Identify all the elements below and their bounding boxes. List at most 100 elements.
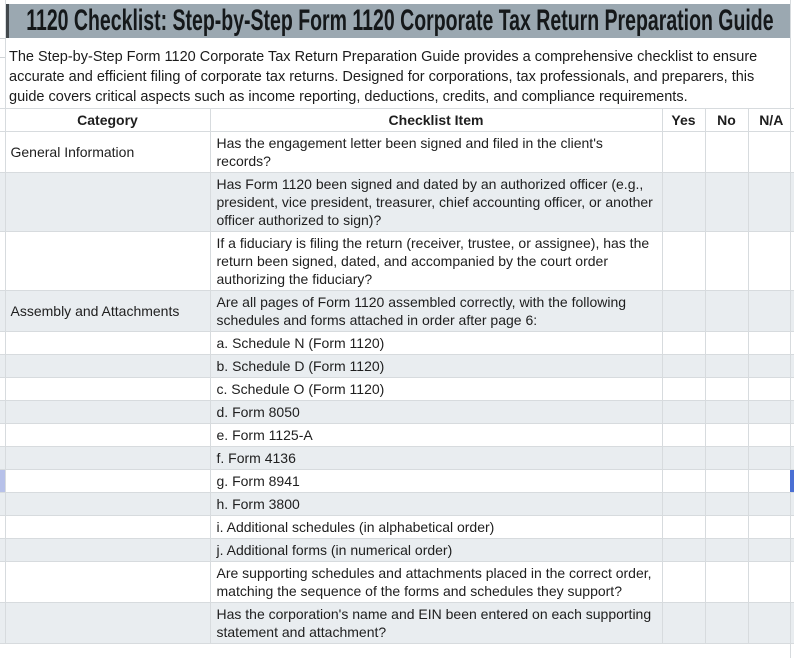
item-cell: g. Form 8941 bbox=[209, 469, 663, 493]
na-cell[interactable] bbox=[747, 231, 794, 291]
item-cell: Has the engagement letter been signed an… bbox=[209, 131, 663, 173]
gutter-gridline bbox=[5, 0, 6, 108]
item-cell: h. Form 3800 bbox=[209, 492, 663, 516]
yes-cell[interactable] bbox=[661, 492, 706, 516]
na-cell[interactable] bbox=[747, 377, 794, 401]
selection-indicator bbox=[790, 470, 794, 492]
category-header: Category bbox=[4, 108, 211, 132]
na-cell[interactable] bbox=[747, 400, 794, 424]
table-row: Are supporting schedules and attachments… bbox=[0, 561, 794, 603]
item-cell: Are all pages of Form 1120 assembled cor… bbox=[209, 290, 663, 332]
table-row: General Information Has the engagement l… bbox=[0, 131, 794, 173]
yes-cell[interactable] bbox=[661, 290, 706, 332]
item-cell: Are supporting schedules and attachments… bbox=[209, 561, 663, 603]
yes-cell[interactable] bbox=[661, 469, 706, 493]
header-row: Category Checklist Item Yes No N/A bbox=[0, 108, 794, 132]
na-cell[interactable] bbox=[747, 602, 794, 644]
title-bar: 1120 Checklist: Step-by-Step Form 1120 C… bbox=[6, 4, 790, 38]
na-cell[interactable] bbox=[747, 172, 794, 232]
yes-cell[interactable] bbox=[661, 446, 706, 470]
yes-cell[interactable] bbox=[661, 231, 706, 291]
no-cell[interactable] bbox=[704, 290, 749, 332]
item-cell: e. Form 1125-A bbox=[209, 423, 663, 447]
yes-cell[interactable] bbox=[661, 602, 706, 644]
yes-cell[interactable] bbox=[661, 400, 706, 424]
no-cell[interactable] bbox=[704, 469, 749, 493]
item-cell: a. Schedule N (Form 1120) bbox=[209, 331, 663, 355]
na-cell[interactable] bbox=[747, 423, 794, 447]
no-cell[interactable] bbox=[704, 354, 749, 378]
category-cell bbox=[4, 354, 211, 378]
yes-cell[interactable] bbox=[661, 423, 706, 447]
na-cell[interactable] bbox=[747, 538, 794, 562]
table-row: j. Additional forms (in numerical order) bbox=[0, 538, 794, 562]
na-cell[interactable] bbox=[747, 515, 794, 539]
item-cell: f. Form 4136 bbox=[209, 446, 663, 470]
table-row: Assembly and Attachments Are all pages o… bbox=[0, 290, 794, 332]
yes-cell[interactable] bbox=[661, 515, 706, 539]
page-title: 1120 Checklist: Step-by-Step Form 1120 C… bbox=[25, 4, 774, 37]
category-cell bbox=[4, 469, 211, 493]
na-cell[interactable] bbox=[747, 469, 794, 493]
yes-cell[interactable] bbox=[661, 331, 706, 355]
na-cell[interactable] bbox=[747, 492, 794, 516]
no-cell[interactable] bbox=[704, 515, 749, 539]
category-cell bbox=[4, 446, 211, 470]
table-row: h. Form 3800 bbox=[0, 492, 794, 516]
no-cell[interactable] bbox=[704, 561, 749, 603]
item-cell: Has the corporation's name and EIN been … bbox=[209, 602, 663, 644]
item-cell: If a fiduciary is filing the return (rec… bbox=[209, 231, 663, 291]
yes-cell[interactable] bbox=[661, 131, 706, 173]
table-row: e. Form 1125-A bbox=[0, 423, 794, 447]
no-cell[interactable] bbox=[704, 172, 749, 232]
no-cell[interactable] bbox=[704, 377, 749, 401]
item-cell: b. Schedule D (Form 1120) bbox=[209, 354, 663, 378]
na-cell[interactable] bbox=[747, 446, 794, 470]
yes-cell[interactable] bbox=[661, 354, 706, 378]
table-row: i. Additional schedules (in alphabetical… bbox=[0, 515, 794, 539]
table-row: c. Schedule O (Form 1120) bbox=[0, 377, 794, 401]
no-cell[interactable] bbox=[704, 331, 749, 355]
table-row: g. Form 8941 bbox=[0, 469, 794, 493]
na-cell[interactable] bbox=[747, 561, 794, 603]
category-cell bbox=[4, 172, 211, 232]
yes-cell[interactable] bbox=[661, 561, 706, 603]
no-header: No bbox=[704, 108, 749, 132]
no-cell[interactable] bbox=[704, 231, 749, 291]
na-header: N/A bbox=[747, 108, 794, 132]
yes-header: Yes bbox=[661, 108, 706, 132]
no-cell[interactable] bbox=[704, 400, 749, 424]
category-cell bbox=[4, 538, 211, 562]
no-cell[interactable] bbox=[704, 602, 749, 644]
category-cell bbox=[4, 377, 211, 401]
item-cell: d. Form 8050 bbox=[209, 400, 663, 424]
table-row: If a fiduciary is filing the return (rec… bbox=[0, 231, 794, 291]
table-row: f. Form 4136 bbox=[0, 446, 794, 470]
no-cell[interactable] bbox=[704, 423, 749, 447]
category-cell bbox=[4, 561, 211, 603]
yes-cell[interactable] bbox=[661, 538, 706, 562]
na-cell[interactable] bbox=[747, 131, 794, 173]
category-cell bbox=[4, 515, 211, 539]
na-cell[interactable] bbox=[747, 331, 794, 355]
yes-cell[interactable] bbox=[661, 172, 706, 232]
no-cell[interactable] bbox=[704, 131, 749, 173]
category-cell bbox=[4, 423, 211, 447]
intro-paragraph: The Step-by-Step Form 1120 Corporate Tax… bbox=[9, 49, 758, 105]
no-cell[interactable] bbox=[704, 446, 749, 470]
category-cell: Assembly and Attachments bbox=[4, 290, 211, 332]
no-cell[interactable] bbox=[704, 538, 749, 562]
item-cell: c. Schedule O (Form 1120) bbox=[209, 377, 663, 401]
no-cell[interactable] bbox=[704, 492, 749, 516]
category-cell bbox=[4, 331, 211, 355]
na-cell[interactable] bbox=[747, 354, 794, 378]
yes-cell[interactable] bbox=[661, 377, 706, 401]
table-row: Has Form 1120 been signed and dated by a… bbox=[0, 172, 794, 232]
gutter-tick bbox=[0, 57, 5, 58]
checklist-item-header: Checklist Item bbox=[209, 108, 663, 132]
table-row: a. Schedule N (Form 1120) bbox=[0, 331, 794, 355]
na-cell[interactable] bbox=[747, 290, 794, 332]
item-cell: i. Additional schedules (in alphabetical… bbox=[209, 515, 663, 539]
table-row: d. Form 8050 bbox=[0, 400, 794, 424]
category-cell bbox=[4, 602, 211, 644]
